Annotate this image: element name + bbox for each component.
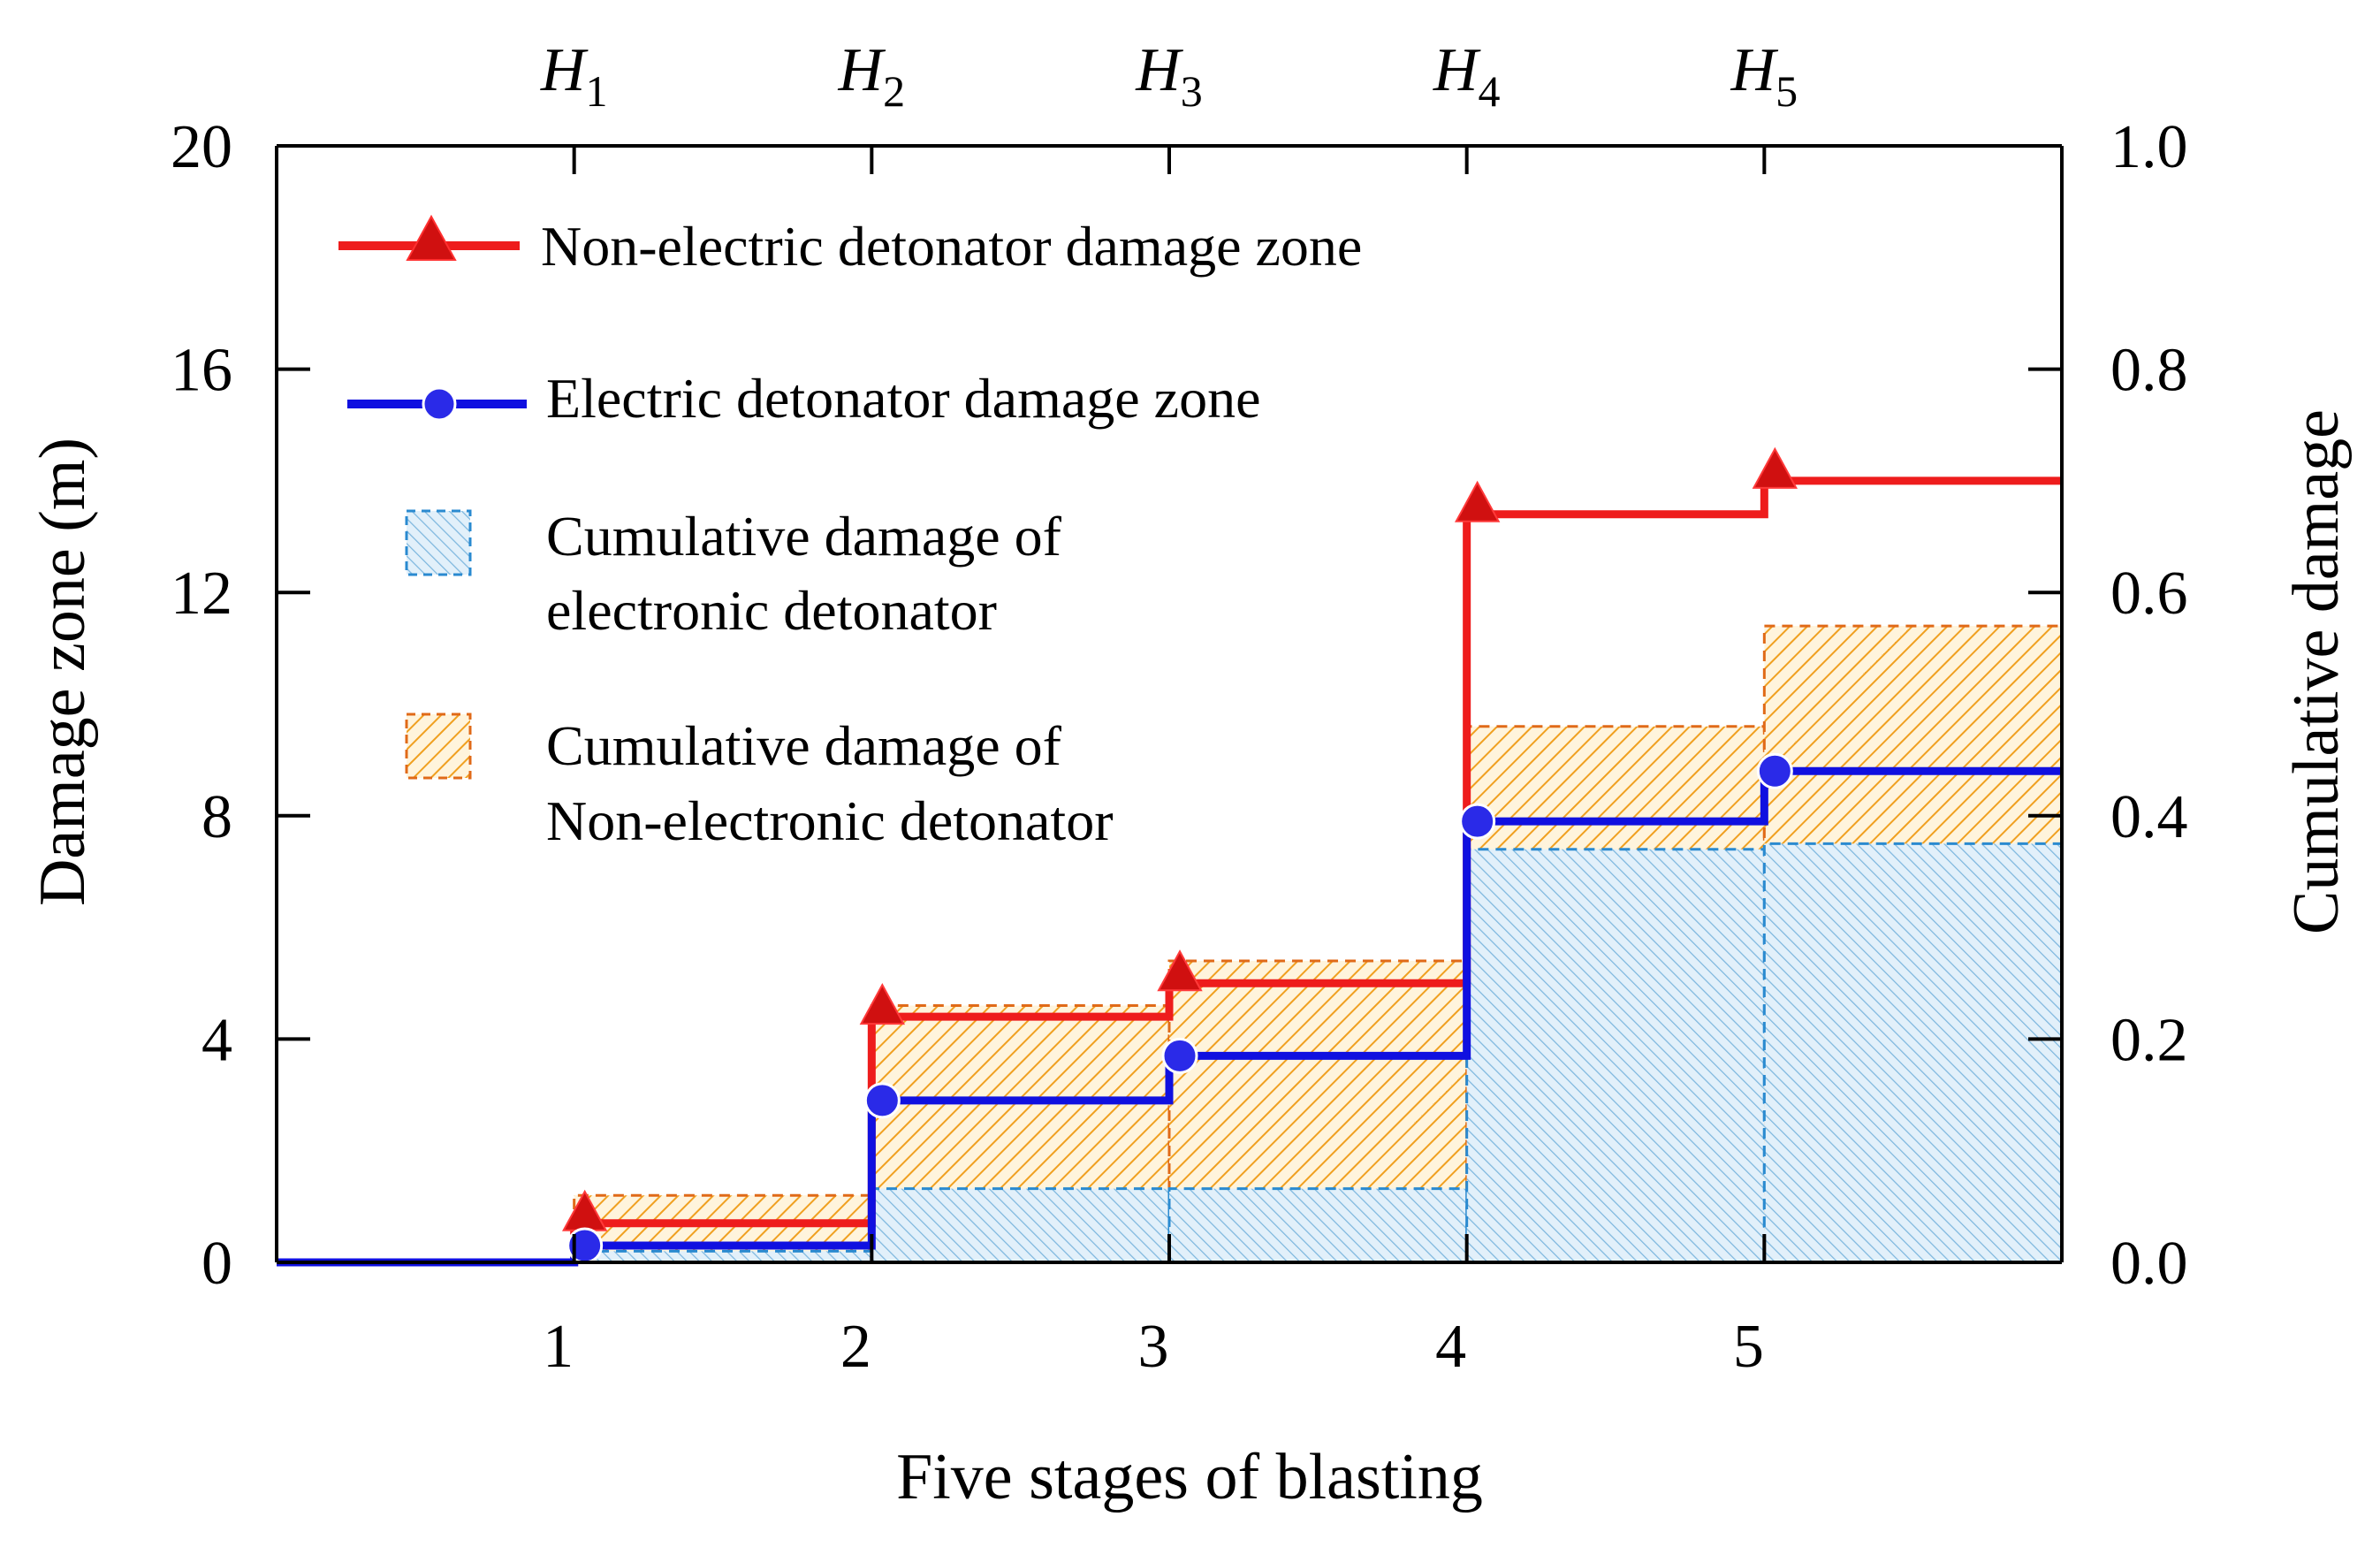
- top-label-0: H1: [540, 36, 608, 116]
- legend-circle-marker: [422, 386, 457, 422]
- x-tick-label-0: 1: [543, 1313, 574, 1381]
- top-label-4: H5: [1730, 36, 1798, 116]
- x-tick-label-4: 5: [1733, 1313, 1764, 1381]
- triangle-marker-5: [1752, 446, 1798, 489]
- area-cum-electronic-4: [1466, 849, 1765, 1262]
- legend-label-cum-non-electronic-2: Non-electronic detonator: [546, 789, 1114, 852]
- circle-marker-5: [1756, 752, 1793, 789]
- legend-label-non-electric: Non-electric detonator damage zone: [541, 215, 1362, 278]
- y-right-tick-label-1: 0.2: [2110, 1006, 2188, 1074]
- legend-label-cum-non-electronic-1: Cumulative damage of: [546, 714, 1062, 777]
- area-cum-electronic-3: [1169, 1188, 1467, 1262]
- circle-marker-2: [863, 1082, 901, 1119]
- x-tick-label-2: 3: [1138, 1313, 1169, 1381]
- y-axis-left-title: Damage zone (m): [27, 438, 99, 906]
- markers-layer: [561, 446, 1798, 1264]
- y-axis-right-title: Cumulative damage: [2280, 409, 2353, 934]
- y-right-tick-label-4: 0.8: [2110, 337, 2188, 405]
- x-tick-label-1: 2: [840, 1313, 871, 1381]
- areas-layer: [573, 624, 2064, 1262]
- triangle-marker-2: [859, 983, 906, 1025]
- y-left-tick-label-1: 4: [202, 1006, 232, 1074]
- legend-item-cum-electronic: Cumulative damage of electronic detonato…: [405, 505, 1062, 642]
- legend-triangle-marker: [406, 214, 457, 261]
- legend-swatch-cum-electronic: [405, 509, 472, 576]
- triangle-marker-4: [1454, 480, 1501, 522]
- area-cum-electronic-2: [871, 1188, 1169, 1262]
- area-edge-cum-non-electronic-5: [1762, 624, 2064, 1262]
- x-tick-label-3: 4: [1435, 1313, 1466, 1381]
- triangle-marker-3: [1157, 949, 1203, 992]
- legend-item-cum-non-electronic: Cumulative damage of Non-electronic deto…: [405, 713, 1114, 852]
- y-right-tick-label-2: 0.4: [2110, 783, 2188, 851]
- circle-marker-4: [1459, 803, 1496, 840]
- top-label-3: H4: [1433, 36, 1501, 116]
- y-right-tick-label-3: 0.6: [2110, 560, 2188, 628]
- y-right-tick-label-5: 1.0: [2110, 113, 2188, 181]
- legend-swatch-cum-non-electronic: [405, 713, 472, 780]
- y-left-tick-label-4: 16: [171, 337, 232, 405]
- y-left-tick-label-3: 12: [171, 560, 232, 628]
- circle-marker-3: [1161, 1037, 1198, 1074]
- legend-item-non-electric: Non-electric detonator damage zone: [338, 214, 1362, 278]
- legend-label-cum-electronic-2: electronic detonator: [546, 579, 997, 642]
- x-axis-title: Five stages of blasting: [896, 1441, 1483, 1513]
- area-cum-electronic-1: [574, 1251, 872, 1262]
- legend-item-electric: Electric detonator damage zone: [347, 367, 1260, 430]
- top-label-1: H2: [838, 36, 906, 116]
- y-left-tick-label-2: 8: [202, 783, 232, 851]
- legend-label-cum-electronic-1: Cumulative damage of: [546, 505, 1062, 568]
- top-label-2: H3: [1135, 36, 1203, 116]
- legend: Non-electric detonator damage zone Elect…: [338, 214, 1362, 852]
- y-left-tick-label-0: 0: [202, 1230, 232, 1298]
- area-cum-electronic-5: [1764, 843, 2062, 1262]
- y-right-tick-label-0: 0.0: [2110, 1230, 2188, 1298]
- legend-label-electric: Electric detonator damage zone: [546, 367, 1260, 430]
- y-left-tick-label-5: 20: [171, 113, 232, 181]
